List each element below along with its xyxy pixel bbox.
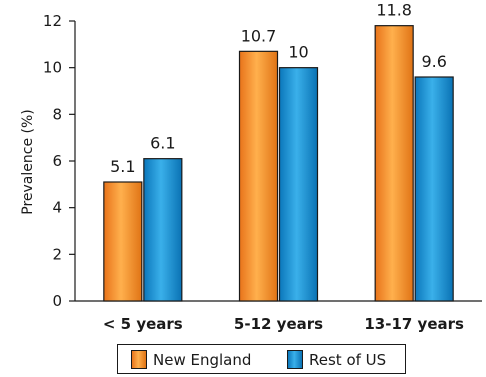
x-category-label: 13-17 years (364, 315, 464, 333)
y-tick-label: 0 (52, 292, 62, 310)
legend-swatch-new-england (131, 350, 147, 369)
bar-new-england-1 (238, 50, 279, 302)
bar-rest-of-us-0 (143, 158, 183, 302)
legend-swatch-rest-of-us (287, 350, 303, 369)
y-tick-label: 6 (52, 152, 62, 170)
data-label: 10 (288, 43, 308, 62)
legend: New England Rest of US (117, 344, 406, 374)
x-category-label: < 5 years (103, 315, 183, 333)
data-label: 9.6 (421, 52, 446, 71)
legend-item-rest-of-us: Rest of US (287, 350, 386, 369)
bar-new-england-2 (374, 25, 414, 302)
legend-label-new-england: New England (153, 350, 252, 369)
y-tick-label: 4 (52, 199, 62, 217)
bar-rest-of-us-1 (278, 67, 319, 302)
data-label: 10.7 (241, 26, 277, 45)
y-tick-label: 10 (43, 59, 62, 77)
legend-label-rest-of-us: Rest of US (309, 350, 387, 369)
data-label: 5.1 (110, 157, 135, 176)
data-label: 6.1 (150, 134, 175, 153)
y-tick-label: 2 (52, 245, 62, 263)
y-axis-title: Prevalence (%) (20, 109, 36, 215)
legend-item-new-england: New England (131, 350, 251, 369)
bar-new-england-0 (103, 181, 143, 302)
y-tick-label: 12 (43, 12, 62, 30)
y-tick-label: 8 (52, 105, 62, 123)
data-label: 11.8 (376, 1, 412, 20)
x-category-label: 5-12 years (234, 315, 323, 333)
bar-rest-of-us-2 (414, 76, 454, 302)
